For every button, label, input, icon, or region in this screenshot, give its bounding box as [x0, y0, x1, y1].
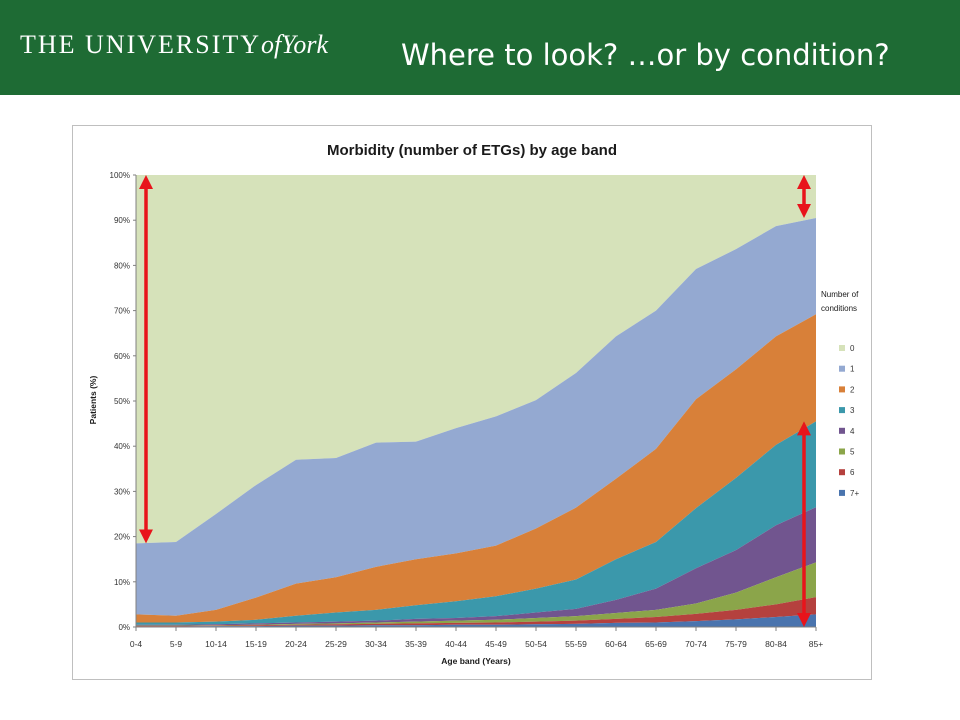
y-tick-label: 40% — [114, 442, 130, 451]
axes-group: 0% 10% 20% 30% 40% 50% 60% 70% 80% 90% 100% 0-4 5-9 1… — [110, 171, 824, 649]
y-tick-label: 100% — [110, 171, 130, 180]
legend-title-line2: conditions — [821, 304, 857, 313]
x-tick-label: 55-59 — [565, 639, 587, 649]
legend-label-3: 3 — [850, 406, 855, 415]
legend-swatch-2 — [839, 386, 845, 393]
y-tick-label: 0% — [118, 623, 130, 632]
x-tick-label: 45-49 — [485, 639, 507, 649]
legend-label-2: 2 — [850, 385, 855, 394]
y-tick-label: 20% — [114, 533, 130, 542]
legend-title-line1: Number of — [821, 290, 859, 299]
logo-york-text: York — [281, 30, 328, 59]
legend-swatch-1 — [839, 365, 845, 372]
university-logo: THE UNIVERSITYofYork — [20, 30, 328, 60]
legend-swatch-7-plus — [839, 489, 845, 496]
x-tick-label: 5-9 — [170, 639, 183, 649]
legend-label-0: 0 — [850, 344, 855, 353]
legend-swatch-5 — [839, 448, 845, 455]
x-tick-label: 60-64 — [605, 639, 627, 649]
legend-label-6: 6 — [850, 468, 855, 477]
y-axis-label: Patients (%) — [88, 376, 98, 425]
x-tick-label: 70-74 — [685, 639, 707, 649]
area-series-1 — [136, 217, 816, 616]
logo-of-text: of — [261, 30, 282, 59]
area-series-group — [136, 175, 816, 627]
x-tick-label: 75-79 — [725, 639, 747, 649]
x-tick-label: 50-54 — [525, 639, 547, 649]
y-tick-label: 30% — [114, 487, 130, 496]
y-tick-label: 80% — [114, 261, 130, 270]
x-tick-label: 65-69 — [645, 639, 667, 649]
x-tick-label: 10-14 — [205, 639, 227, 649]
legend-swatch-6 — [839, 469, 845, 476]
y-tick-label: 10% — [114, 578, 130, 587]
annotation-arrows — [139, 175, 811, 627]
x-tick-label: 25-29 — [325, 639, 347, 649]
y-tick-label: 70% — [114, 307, 130, 316]
header-bar: THE UNIVERSITYofYork Where to look? …or … — [0, 0, 960, 95]
area-series-6 — [136, 597, 816, 627]
area-series-0 — [136, 175, 816, 544]
x-tick-label: 80-84 — [765, 639, 787, 649]
chart-title: Morbidity (number of ETGs) by age band — [327, 142, 617, 159]
legend-swatch-3 — [839, 407, 845, 414]
x-tick-label: 85+ — [809, 639, 823, 649]
x-tick-label: 40-44 — [445, 639, 467, 649]
area-series-4 — [136, 507, 816, 626]
y-tick-label: 50% — [114, 397, 130, 406]
x-tick-label: 30-34 — [365, 639, 387, 649]
legend-label-7-plus: 7+ — [850, 489, 859, 498]
legend-label-4: 4 — [850, 427, 855, 436]
x-tick-label: 20-24 — [285, 639, 307, 649]
legend-swatch-4 — [839, 427, 845, 434]
legend-swatch-0 — [839, 345, 845, 351]
x-tick-label: 35-39 — [405, 639, 427, 649]
area-series-3 — [136, 421, 816, 625]
area-series-7-plus — [136, 614, 816, 627]
legend: Number of conditions 0 1 2 3 4 5 6 7+ — [821, 290, 859, 498]
y-tick-label: 90% — [114, 216, 130, 225]
x-axis-label: Age band (Years) — [441, 656, 511, 666]
area-series-2 — [136, 314, 816, 623]
x-tick-label: 15-19 — [245, 639, 267, 649]
x-tick-label: 0-4 — [130, 639, 143, 649]
y-tick-label: 60% — [114, 352, 130, 361]
logo-main-text: THE UNIVERSITY — [20, 30, 262, 59]
slide-title: Where to look? …or by condition? — [401, 38, 890, 72]
legend-label-1: 1 — [850, 365, 855, 374]
legend-label-5: 5 — [850, 448, 855, 457]
chart-frame — [72, 125, 872, 680]
